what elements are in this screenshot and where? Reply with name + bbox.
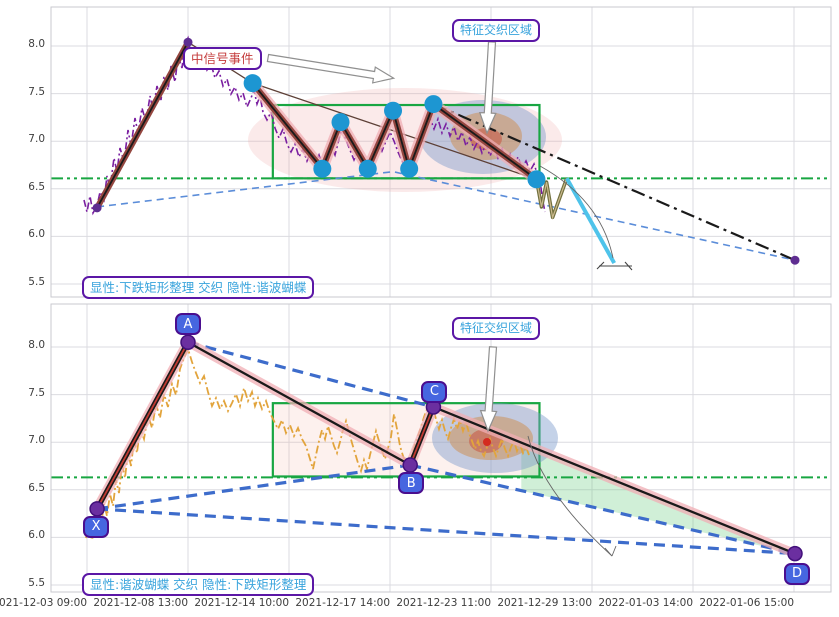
x-tick-label: 2021-12-08 13:00 <box>93 597 188 609</box>
annotation-arc-bottom <box>527 435 613 557</box>
point-label-C: C <box>421 380 448 403</box>
top-region-arrow <box>478 41 497 135</box>
harmonic-marker-A <box>180 334 196 350</box>
panel-spine <box>50 303 832 593</box>
x-tick-label: 2021-12-03 09:00 <box>0 597 87 609</box>
forecast-line <box>565 177 616 265</box>
y-tick-label: 7.5 <box>28 85 45 98</box>
forecast-end-cap <box>596 261 633 271</box>
signal-event-label: 中信号事件 <box>183 47 262 70</box>
signal-dot <box>358 159 377 178</box>
signal-dot <box>331 113 350 132</box>
point-label-D: D <box>784 562 810 585</box>
y-tick-label: 8.0 <box>28 38 45 50</box>
y-tick-label: 7.5 <box>28 386 45 399</box>
end-dot <box>790 255 800 265</box>
y-tick-label: 6.5 <box>28 481 45 494</box>
arc-arrowhead <box>604 545 617 557</box>
end-dot <box>92 203 102 213</box>
bottom-caption: 显性:谐波蝴蝶 交织 隐性:下跌矩形整理 <box>82 573 315 596</box>
bottom-region-label: 特征交织区域 <box>452 317 541 340</box>
signal-dot <box>527 170 546 189</box>
bottom-region-arrow <box>479 346 498 433</box>
y-tick-label: 7.0 <box>28 133 45 146</box>
impulse-core <box>409 406 435 466</box>
harmonic-dashed-line <box>409 463 796 556</box>
end-dot <box>183 37 193 47</box>
x-tick-label: 2022-01-03 14:00 <box>598 597 693 609</box>
x-tick-label: 2021-12-17 14:00 <box>295 597 390 609</box>
panel-spine <box>50 6 832 298</box>
correction-leg <box>187 341 411 467</box>
signal-dot <box>243 74 262 93</box>
signal-dot <box>424 95 443 114</box>
point-label-B: B <box>398 472 425 495</box>
interweave-center-dot <box>483 438 491 446</box>
signal-dot <box>313 159 332 178</box>
top-region-label: 特征交织区域 <box>452 19 541 42</box>
main-zigzag-core <box>96 41 189 209</box>
correction-leg <box>432 405 796 555</box>
tail-zigzag-core <box>535 178 568 220</box>
signal-dot <box>400 159 419 178</box>
x-tick-label: 2021-12-23 11:00 <box>396 597 491 609</box>
y-tick-label: 5.5 <box>28 577 45 589</box>
y-tick-label: 8.0 <box>28 339 45 351</box>
y-tick-label: 7.0 <box>28 434 45 447</box>
harmonic-dashed-line <box>187 340 434 409</box>
y-tick-label: 6.5 <box>28 180 45 193</box>
y-tick-label: 6.0 <box>28 529 45 542</box>
harmonic-marker-B <box>402 457 418 473</box>
signal-dot <box>384 101 403 120</box>
x-tick-label: 2022-01-06 15:00 <box>699 597 794 609</box>
harmonic-marker-D <box>787 545 803 562</box>
y-tick-label: 5.5 <box>28 276 45 288</box>
x-tick-label: 2021-12-14 10:00 <box>194 597 289 609</box>
top-caption: 显性:下跌矩形整理 交织 隐性:谐波蝴蝶 <box>82 276 315 299</box>
x-tick-label: 2021-12-29 13:00 <box>497 597 592 609</box>
harmonic-dashed-line <box>96 507 796 556</box>
signal-arrow <box>266 53 396 84</box>
hidden-xbd-line <box>97 170 796 261</box>
impulse-core <box>96 341 189 510</box>
annotation-arc-top <box>539 165 614 259</box>
point-label-A: A <box>175 313 201 336</box>
hidden-cd-line <box>432 103 796 262</box>
point-label-X: X <box>83 515 110 538</box>
harmonic-marker-X <box>89 501 105 517</box>
y-tick-label: 6.0 <box>28 228 45 241</box>
